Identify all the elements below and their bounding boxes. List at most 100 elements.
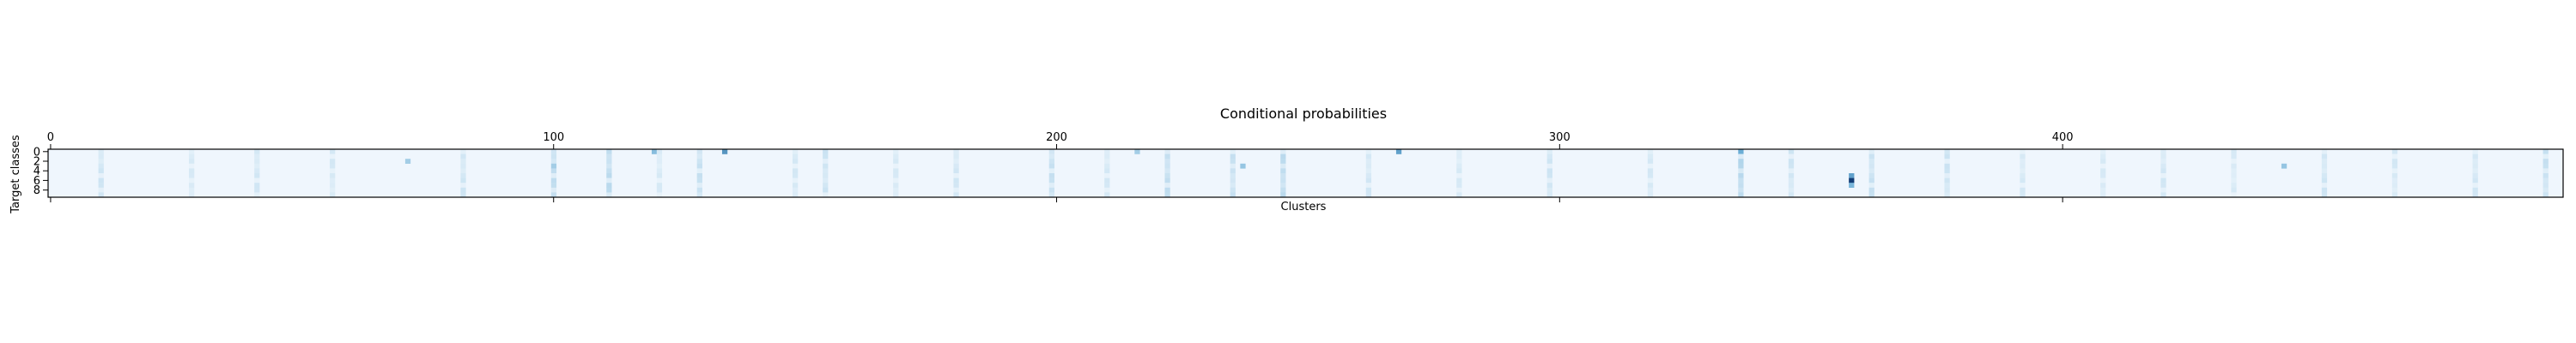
heatmap-cell xyxy=(792,192,799,198)
x-axis-ticks-top: 0 100 200 300 400 xyxy=(47,131,2074,149)
heatmap-cell xyxy=(1048,187,1054,193)
heatmap-cell xyxy=(792,149,799,154)
heatmap-cell xyxy=(656,168,663,174)
heatmap-cell xyxy=(1738,173,1744,178)
heatmap-cell xyxy=(792,153,799,159)
heatmap-cell xyxy=(2100,168,2106,174)
heatmap-cell xyxy=(1104,192,1110,198)
heatmap-cell xyxy=(2391,173,2398,178)
heatmap-cell xyxy=(2472,163,2478,169)
heatmap-cell xyxy=(1230,192,1236,198)
heatmap-cell xyxy=(2391,183,2398,188)
heatmap-cell xyxy=(606,173,612,178)
heatmap-cell xyxy=(2100,178,2106,184)
heatmap-cell xyxy=(2160,153,2166,159)
heatmap-cell xyxy=(1365,168,1372,174)
heatmap-cell xyxy=(550,187,557,193)
heatmap-cell xyxy=(1230,178,1236,184)
heatmap-cell xyxy=(1868,168,1874,174)
heatmap-cell xyxy=(2321,153,2328,159)
heatmap-cell xyxy=(330,187,336,193)
heatmap-cell xyxy=(953,183,959,188)
x-tick-label: 400 xyxy=(2052,131,2074,144)
heatmap-cell xyxy=(2391,168,2398,174)
heatmap-cell xyxy=(1546,187,1552,193)
heatmap-cell xyxy=(1048,149,1054,154)
heatmap-cell xyxy=(1647,149,1654,154)
heatmap-cell xyxy=(1647,192,1654,198)
y-tick-label: 2 xyxy=(33,156,40,169)
heatmap-cell xyxy=(893,159,899,164)
heatmap-cell xyxy=(189,153,195,159)
heatmap-cell xyxy=(550,168,557,174)
heatmap-cell xyxy=(656,183,663,188)
heatmap-cell xyxy=(1164,187,1170,193)
heatmap-cell xyxy=(1104,187,1110,193)
heatmap-cell xyxy=(2391,187,2398,193)
heatmap-cell xyxy=(1048,178,1054,184)
heatmap-cell xyxy=(550,178,557,184)
heatmap-cell xyxy=(1104,168,1110,174)
heatmap-cell xyxy=(2020,187,2026,193)
heatmap-cell xyxy=(1365,178,1372,184)
heatmap-cell xyxy=(1546,159,1552,164)
heatmap-cell xyxy=(823,173,829,178)
heatmap-cell xyxy=(2020,159,2026,164)
heatmap-cell xyxy=(1849,183,1855,188)
heatmap-cell xyxy=(1230,183,1236,188)
heatmap-cell xyxy=(1048,168,1054,174)
heatmap-cell xyxy=(1738,168,1744,174)
heatmap-cell xyxy=(1546,192,1552,198)
heatmap-cell xyxy=(2231,192,2237,198)
heatmap-cell xyxy=(98,168,104,174)
heatmap-cell xyxy=(1546,168,1552,174)
heatmap-cell xyxy=(254,168,260,174)
heatmap-cell xyxy=(189,183,195,188)
heatmap-cell xyxy=(2281,163,2287,169)
heatmap-cell xyxy=(1788,173,1795,178)
heatmap-cell xyxy=(1104,163,1110,169)
heatmap-cell xyxy=(1164,178,1170,184)
heatmap-cell xyxy=(189,187,195,193)
heatmap-cell xyxy=(2321,163,2328,169)
heatmap-cell xyxy=(2472,178,2478,184)
heatmap-cell xyxy=(2391,178,2398,184)
heatmap-cell xyxy=(1104,159,1110,164)
heatmap-cell xyxy=(2100,149,2106,154)
heatmap-cell xyxy=(2543,149,2549,154)
heatmap-cell xyxy=(2100,187,2106,193)
heatmap-cell xyxy=(2321,159,2328,164)
heatmap-cell xyxy=(2543,187,2549,193)
heatmap-cell xyxy=(1164,159,1170,164)
heatmap-cell xyxy=(2020,149,2026,154)
heatmap-cell xyxy=(1048,159,1054,164)
x-tick-label: 100 xyxy=(543,131,564,144)
heatmap-cell xyxy=(2020,178,2026,184)
heatmap-cell xyxy=(98,192,104,198)
heatmap-cell xyxy=(2472,149,2478,154)
heatmap-cell xyxy=(2160,159,2166,164)
heatmap-cell xyxy=(696,187,702,193)
heatmap-cell xyxy=(1280,183,1286,188)
heatmap-cell xyxy=(1546,183,1552,188)
heatmap-cell xyxy=(254,187,260,193)
heatmap-cell xyxy=(1868,178,1874,184)
heatmap-cell xyxy=(2543,192,2549,198)
heatmap-cell xyxy=(1230,149,1236,154)
heatmap-cell xyxy=(2020,163,2026,169)
heatmap-cell xyxy=(330,168,336,174)
heatmap-cell xyxy=(792,173,799,178)
heatmap-cell xyxy=(953,187,959,193)
heatmap-cell xyxy=(893,149,899,154)
heatmap-cell xyxy=(893,178,899,184)
heatmap-cell xyxy=(1546,149,1552,154)
heatmap-cell xyxy=(98,183,104,188)
heatmap-cell xyxy=(2231,178,2237,184)
heatmap-cell xyxy=(696,192,702,198)
heatmap-cell xyxy=(606,153,612,159)
heatmap-cell xyxy=(651,149,658,154)
heatmap-cell xyxy=(1164,163,1170,169)
heatmap-cell xyxy=(1738,163,1744,169)
heatmap-cell xyxy=(893,187,899,193)
heatmap-cell xyxy=(1365,163,1372,169)
